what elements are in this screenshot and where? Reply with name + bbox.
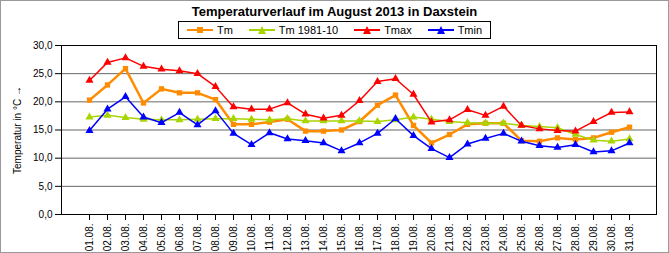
svg-text:18.08.: 18.08. <box>390 224 401 252</box>
svg-text:12.08.: 12.08. <box>282 224 293 252</box>
svg-text:03.08.: 03.08. <box>120 224 131 252</box>
svg-text:16.08.: 16.08. <box>354 224 365 252</box>
svg-text:09.08.: 09.08. <box>228 224 239 252</box>
svg-text:25,0: 25,0 <box>33 68 53 79</box>
svg-text:31.08.: 31.08. <box>624 224 635 252</box>
svg-text:21.08.: 21.08. <box>444 224 455 252</box>
svg-text:22.08.: 22.08. <box>462 224 473 252</box>
svg-text:13.08.: 13.08. <box>300 224 311 252</box>
html-text:Tm: Tm <box>216 24 233 36</box>
svg-text:30,0: 30,0 <box>33 40 53 51</box>
html-text:Tmax: Tmax <box>384 24 412 36</box>
html-text:Tmin: Tmin <box>457 24 483 36</box>
svg-text:30.08.: 30.08. <box>606 224 617 252</box>
svg-text:07.08.: 07.08. <box>192 224 203 252</box>
svg-text:15,0: 15,0 <box>33 124 53 135</box>
svg-text:02.08.: 02.08. <box>102 224 113 252</box>
svg-text:01.08.: 01.08. <box>84 224 95 252</box>
svg-text:25.08.: 25.08. <box>516 224 527 252</box>
svg-text:24.08.: 24.08. <box>498 224 509 252</box>
svg-text:06.08.: 06.08. <box>174 224 185 252</box>
svg-text:15.08.: 15.08. <box>336 224 347 252</box>
svg-text:0,0: 0,0 <box>39 209 53 220</box>
svg-text:17.08.: 17.08. <box>372 224 383 252</box>
svg-text:08.08.: 08.08. <box>210 224 221 252</box>
svg-text:04.08.: 04.08. <box>138 224 149 252</box>
svg-text:26.08.: 26.08. <box>534 224 545 252</box>
html-text:Tm 1981-10: Tm 1981-10 <box>278 24 339 36</box>
svg-text:23.08.: 23.08. <box>480 224 491 252</box>
svg-text:28.08.: 28.08. <box>570 224 581 252</box>
svg-text:20.08.: 20.08. <box>426 224 437 252</box>
svg-text:29.08.: 29.08. <box>588 224 599 252</box>
svg-text:Temperatur in °C →: Temperatur in °C → <box>12 86 23 174</box>
svg-text:10.08.: 10.08. <box>246 224 257 252</box>
svg-text:27.08.: 27.08. <box>552 224 563 252</box>
html-text:Temperaturverlauf im August 20: Temperaturverlauf im August 2013 in Daxs… <box>191 4 478 19</box>
svg-text:5,0: 5,0 <box>39 181 53 192</box>
svg-text:14.08.: 14.08. <box>318 224 329 252</box>
svg-text:05.08.: 05.08. <box>156 224 167 252</box>
svg-text:20,0: 20,0 <box>33 96 53 107</box>
svg-text:19.08.: 19.08. <box>408 224 419 252</box>
svg-text:10,0: 10,0 <box>33 152 53 163</box>
svg-text:11.08.: 11.08. <box>264 224 275 251</box>
